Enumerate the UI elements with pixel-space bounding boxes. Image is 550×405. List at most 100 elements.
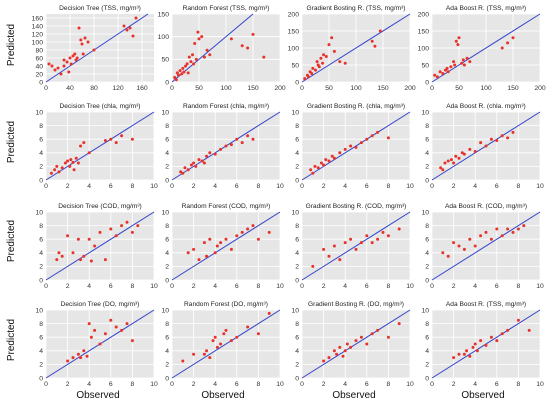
data-point: [202, 161, 206, 165]
data-point: [516, 227, 520, 231]
data-point: [516, 318, 520, 322]
data-point: [438, 70, 442, 74]
panel-title: Decision Tree (COD, mg/m³): [58, 203, 142, 210]
data-point: [136, 224, 140, 228]
data-point: [381, 230, 385, 234]
data-point: [332, 49, 336, 53]
data-point: [240, 44, 244, 48]
data-point: [197, 258, 201, 262]
x-tick-label: 40: [66, 85, 74, 92]
y-tick-label: 6: [425, 237, 429, 244]
y-tick-label: 2: [425, 362, 429, 369]
data-point: [213, 251, 217, 255]
data-point: [186, 168, 190, 172]
data-point: [53, 168, 57, 172]
data-point: [370, 39, 374, 43]
scatter-panel: 0 2 4 6 8 10 0 2 4 6 8 10 Decision Tree (COD, mg/m³): [35, 203, 158, 290]
y-tick-label: 100: [418, 45, 430, 52]
x-tick-label: 8: [387, 183, 391, 190]
data-point: [330, 36, 334, 40]
x-tick-label: 2: [192, 183, 196, 190]
data-point: [453, 63, 457, 67]
data-point: [215, 345, 219, 349]
y-tick-label: 10: [291, 109, 299, 116]
data-point: [246, 325, 250, 329]
data-point: [454, 154, 458, 158]
data-point: [332, 244, 336, 248]
x-tick-label: 0: [300, 183, 304, 190]
y-tick-label: 8: [425, 223, 429, 230]
y-axis-label-row-1: Predicted: [6, 24, 17, 66]
x-tick-label: 0: [300, 381, 304, 388]
y-tick-label: 4: [165, 150, 169, 157]
x-tick-label: 0: [430, 283, 434, 290]
data-point: [213, 152, 217, 156]
data-point: [197, 158, 201, 162]
x-tick-label: 10: [150, 283, 158, 290]
data-point: [311, 66, 315, 70]
x-tick-label: 8: [131, 381, 135, 388]
data-point: [456, 43, 460, 47]
data-point: [98, 230, 102, 234]
x-axis-label-col-3: Observed: [332, 390, 375, 401]
data-point: [219, 342, 223, 346]
identity-line: [45, 111, 155, 181]
y-axis-label-row-2: Predicted: [6, 121, 17, 163]
data-point: [246, 227, 250, 231]
data-point: [446, 254, 450, 258]
data-point: [224, 144, 228, 148]
data-point: [109, 318, 113, 322]
x-tick-label: 150: [377, 85, 389, 92]
x-tick-label: 6: [365, 183, 369, 190]
y-tick-label: 4: [39, 348, 43, 355]
data-point: [461, 58, 465, 62]
data-point: [192, 62, 196, 66]
data-point: [205, 154, 209, 158]
x-tick-label: 10: [276, 183, 284, 190]
x-tick-label: 6: [235, 381, 239, 388]
data-point: [495, 139, 499, 143]
data-point: [189, 163, 193, 167]
x-tick-label: 120: [112, 85, 124, 92]
y-tick-label: 150: [158, 11, 170, 18]
x-tick-label: 0: [300, 283, 304, 290]
y-tick-label: 0: [425, 79, 429, 86]
x-tick-label: 6: [495, 283, 499, 290]
x-tick-label: 2: [66, 283, 70, 290]
data-point: [125, 28, 129, 32]
scatter-panel: 0 50 100 150 200 0 50 100 150 200 Gradient Bosting…: [288, 5, 416, 92]
data-point: [349, 144, 353, 148]
data-point: [511, 230, 515, 234]
y-tick-label: 10: [421, 209, 429, 216]
data-point: [322, 359, 326, 363]
x-tick-label: 2: [66, 183, 70, 190]
scatter-panel: 0 2 4 6 8 10 0 2 4 6 8 10 Random Forest (chla, mg/m³…: [161, 103, 284, 190]
data-point: [103, 139, 107, 143]
x-tick-label: 0: [170, 85, 174, 92]
x-axis-label-col-2: Observed: [201, 390, 244, 401]
x-tick-label: 4: [87, 183, 91, 190]
data-point: [68, 56, 72, 60]
data-point: [81, 52, 85, 56]
data-point: [462, 152, 466, 156]
data-point: [511, 130, 515, 134]
y-tick-label: 6: [165, 335, 169, 342]
data-point: [397, 227, 401, 231]
data-point: [130, 339, 134, 343]
data-point: [222, 332, 226, 336]
data-point: [306, 75, 310, 79]
y-tick-label: 2: [39, 362, 43, 369]
y-tick-label: 2: [295, 362, 299, 369]
x-tick-label: 50: [325, 85, 333, 92]
data-point: [365, 342, 369, 346]
x-tick-label: 6: [495, 183, 499, 190]
data-point: [175, 71, 179, 75]
data-point: [321, 61, 325, 65]
data-point: [439, 166, 443, 170]
x-axis-labels: Observed Observed Observed Observed: [76, 390, 504, 401]
data-point: [173, 75, 177, 79]
data-point: [120, 224, 124, 228]
y-tick-label: 2: [165, 264, 169, 271]
data-point: [473, 342, 477, 346]
y-tick-label: 2: [165, 362, 169, 369]
